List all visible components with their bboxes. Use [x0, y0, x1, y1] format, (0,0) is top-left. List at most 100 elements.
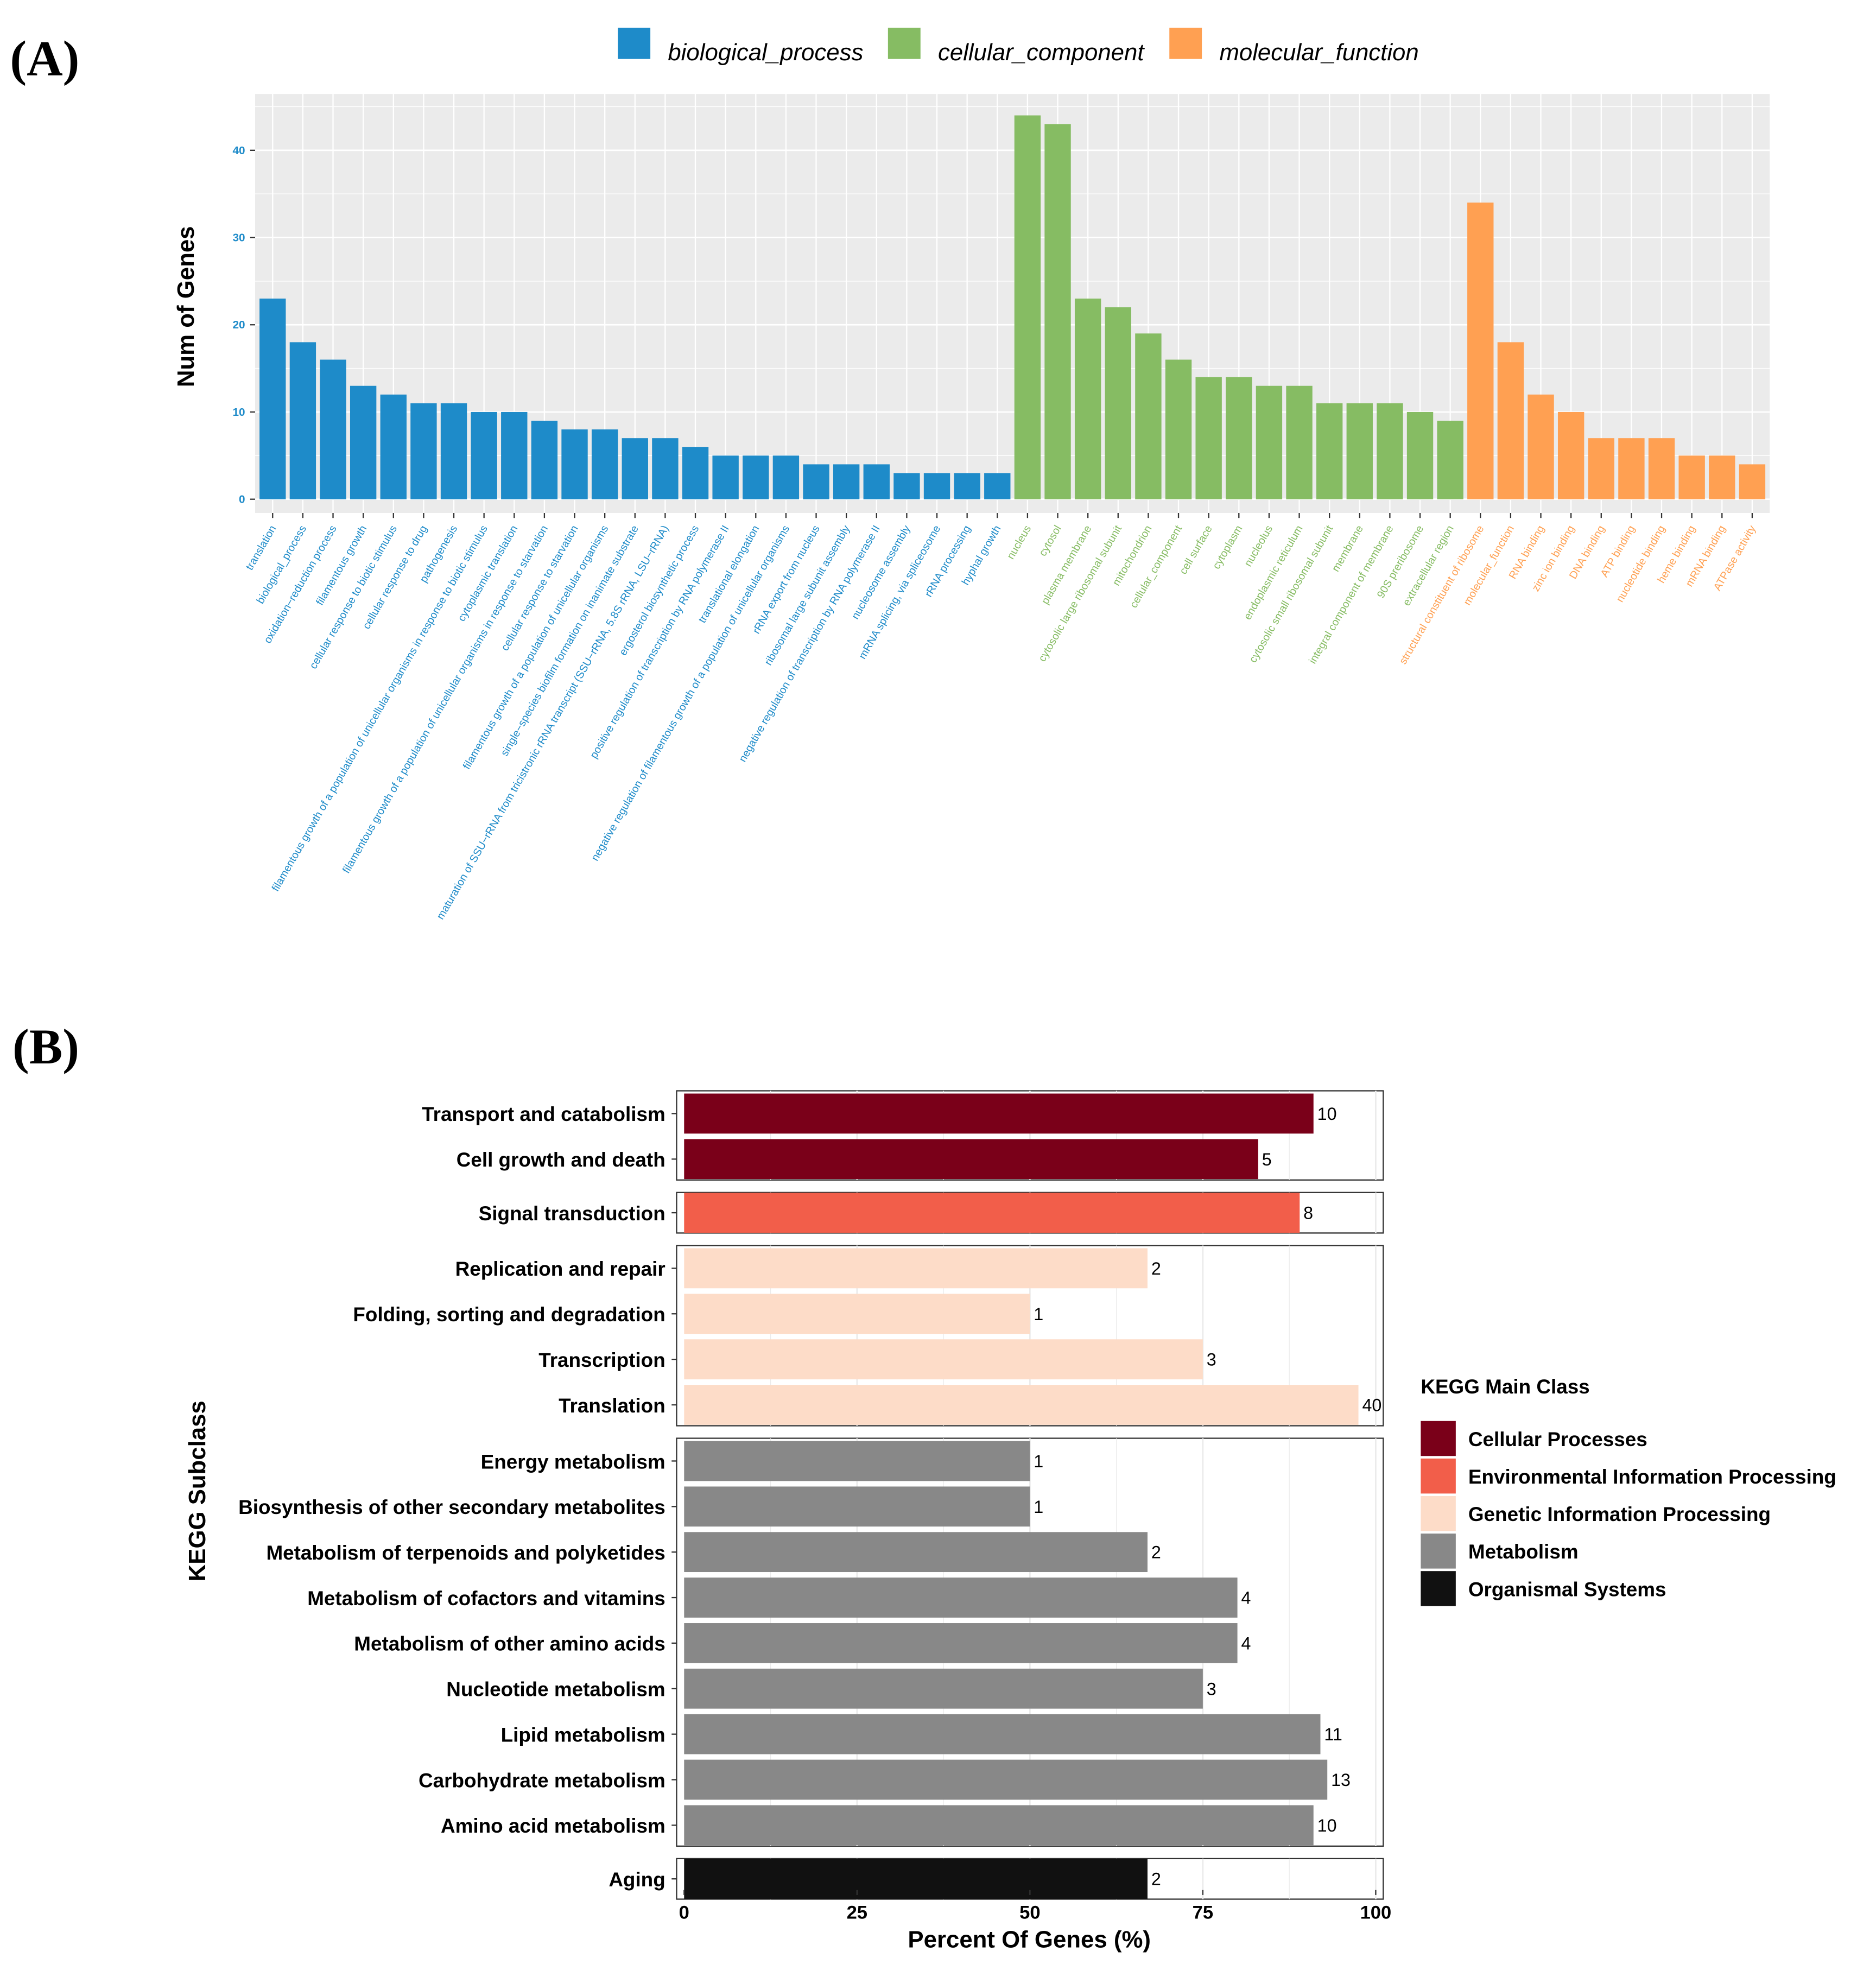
x-tick-label: nucleolus: [1242, 523, 1275, 569]
bar-biological_process: [712, 455, 739, 499]
bar-biological_process: [833, 464, 860, 499]
bar-biological_process: [380, 394, 407, 499]
bar-molecular_function: [1467, 202, 1494, 499]
legend-swatch: [1421, 1421, 1456, 1456]
bar-biological_process: [863, 464, 890, 499]
y-axis-title-b: KEGG Subclass: [184, 1401, 211, 1581]
x-tick-label: cytoplasm: [1210, 523, 1245, 571]
legend-label: Organismal Systems: [1468, 1578, 1666, 1600]
x-tick-label: 50: [1019, 1903, 1040, 1923]
x-tick-label: translation: [244, 523, 279, 572]
y-tick-label: Biosynthesis of other secondary metaboli…: [238, 1496, 666, 1518]
bar-molecular_function: [1648, 438, 1675, 499]
bar-count-label: 4: [1241, 1633, 1251, 1653]
y-tick-label: 10: [233, 406, 245, 419]
bar-biological_process: [320, 359, 346, 499]
legend-label: Environmental Information Processing: [1468, 1466, 1836, 1488]
x-tick-label: 75: [1193, 1903, 1213, 1923]
bar-biological_process: [984, 473, 1011, 499]
bar-organismal-systems: [684, 1859, 1148, 1899]
bar-cellular_component: [1286, 385, 1313, 499]
bar-metabolism: [684, 1668, 1203, 1709]
bar-biological_process: [350, 385, 377, 499]
bar-count-label: 3: [1207, 1679, 1216, 1699]
panel-label-b: (B): [12, 1019, 79, 1074]
bar-metabolism: [684, 1441, 1030, 1481]
x-tick-label: negative regulation of filamentous growt…: [589, 523, 792, 863]
bar-cellular_component: [1105, 307, 1131, 499]
bar-count-label: 13: [1331, 1770, 1351, 1790]
bar-biological_process: [893, 473, 920, 499]
bar-metabolism: [684, 1759, 1328, 1800]
y-tick-label: Nucleotide metabolism: [446, 1678, 666, 1701]
bar-count-label: 2: [1151, 1543, 1161, 1562]
x-tick-label: negative regulation of transcription by …: [737, 523, 883, 764]
x-tick-label: cytosol: [1037, 523, 1064, 558]
bar-count-label: 5: [1262, 1150, 1272, 1169]
bar-cellular_component: [1135, 333, 1162, 499]
y-tick-label: Aging: [609, 1868, 665, 1891]
y-tick-label: Replication and repair: [455, 1258, 666, 1280]
legend-label-cellular_component: cellular_component: [938, 39, 1145, 66]
bar-cellular_component: [1074, 299, 1101, 499]
bar-count-label: 10: [1317, 1104, 1337, 1124]
y-tick-label: Translation: [559, 1395, 666, 1417]
bar-genetic-information-processing: [684, 1294, 1030, 1334]
y-tick-label: Signal transduction: [479, 1202, 666, 1225]
bar-count-label: 11: [1324, 1725, 1342, 1744]
legend-swatch-biological_process: [618, 28, 651, 59]
y-tick-label: Cell growth and death: [457, 1149, 666, 1171]
bar-molecular_function: [1618, 438, 1645, 499]
bar-cellular_component: [1044, 124, 1071, 499]
y-tick-label: Amino acid metabolism: [441, 1815, 666, 1837]
x-axis-title-b: Percent Of Genes (%): [908, 1927, 1151, 1953]
legend-swatch-molecular_function: [1169, 28, 1202, 59]
bar-count-label: 1: [1034, 1497, 1043, 1517]
legend-label: Genetic Information Processing: [1468, 1503, 1771, 1525]
bar-cellular-processes: [684, 1093, 1314, 1134]
y-tick-label: Metabolism of cofactors and vitamins: [307, 1587, 666, 1610]
bar-biological_process: [561, 429, 588, 499]
bar-count-label: 4: [1241, 1588, 1251, 1608]
x-tick-label: 0: [679, 1903, 689, 1923]
bar-count-label: 3: [1207, 1350, 1216, 1370]
bar-biological_process: [923, 473, 950, 499]
y-tick-label: Energy metabolism: [481, 1450, 666, 1473]
bar-biological_process: [803, 464, 829, 499]
y-tick-label: Metabolism of other amino acids: [354, 1633, 665, 1655]
bar-biological_process: [682, 447, 709, 499]
bar-cellular_component: [1377, 403, 1403, 499]
bar-biological_process: [471, 411, 497, 499]
bar-metabolism: [684, 1623, 1238, 1663]
bar-biological_process: [289, 342, 316, 499]
bar-molecular_function: [1678, 455, 1705, 499]
bar-cellular_component: [1346, 403, 1373, 499]
legend-label: Metabolism: [1468, 1541, 1579, 1563]
bar-genetic-information-processing: [684, 1385, 1359, 1425]
bar-cellular_component: [1226, 377, 1252, 499]
bar-count-label: 40: [1362, 1396, 1381, 1415]
bar-genetic-information-processing: [684, 1248, 1148, 1289]
bar-cellular_component: [1256, 385, 1283, 499]
y-axis-title-a: Num of Genes: [173, 226, 199, 387]
bar-count-label: 2: [1151, 1870, 1161, 1889]
x-tick-label: nucleosome assembly: [850, 523, 913, 622]
bar-count-label: 10: [1317, 1816, 1337, 1835]
legend-title-b: KEGG Main Class: [1421, 1376, 1589, 1398]
x-tick-label: 100: [1360, 1903, 1392, 1923]
bar-biological_process: [954, 473, 980, 499]
y-tick-label: Metabolism of terpenoids and polyketides: [266, 1542, 665, 1564]
y-tick-label: 20: [233, 319, 245, 331]
y-tick-label: 40: [233, 144, 245, 157]
x-tick-label: filamentous growth of a population of un…: [461, 523, 611, 771]
bar-metabolism: [684, 1486, 1030, 1527]
bar-molecular_function: [1739, 464, 1766, 499]
y-tick-label: Folding, sorting and degradation: [353, 1303, 665, 1326]
bar-biological_process: [743, 455, 769, 499]
legend-label: Cellular Processes: [1468, 1428, 1647, 1450]
bar-biological_process: [501, 411, 528, 499]
bar-biological_process: [259, 299, 286, 499]
legend-swatch: [1421, 1534, 1456, 1569]
